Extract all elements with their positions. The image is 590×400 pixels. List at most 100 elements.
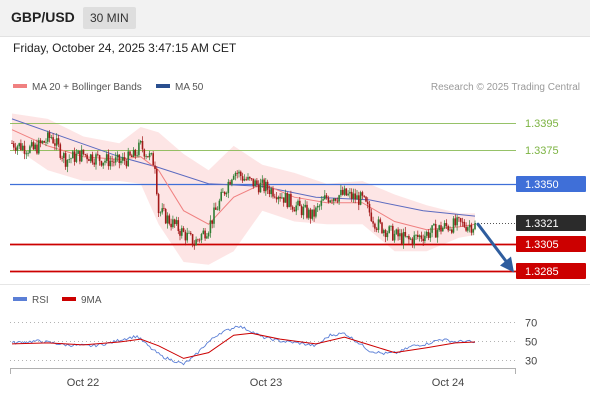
legend-swatch-ma50 xyxy=(156,84,170,88)
candle-body xyxy=(18,143,20,147)
candle-body xyxy=(50,137,53,138)
candle-body xyxy=(116,154,119,158)
candle-body xyxy=(14,147,17,151)
candle-body xyxy=(454,218,457,226)
rsi-line xyxy=(11,325,476,366)
candle-body xyxy=(397,229,399,237)
candle-body xyxy=(263,179,265,192)
candle-body xyxy=(177,220,180,231)
candle-body xyxy=(340,190,342,196)
candle-body xyxy=(23,145,26,154)
candle-body xyxy=(225,193,228,195)
candle-body xyxy=(32,142,35,150)
candle-body xyxy=(43,141,45,143)
rsi-tick-label: 50 xyxy=(525,337,537,349)
candle-body xyxy=(333,198,335,202)
candle-body xyxy=(79,150,81,162)
candle-body xyxy=(88,159,90,161)
candle-body xyxy=(161,208,163,213)
candle-body xyxy=(102,162,104,166)
candle-body xyxy=(404,232,407,237)
candle-body xyxy=(384,230,387,237)
candle-body xyxy=(386,232,389,238)
candle-body xyxy=(318,205,321,207)
candle-body xyxy=(193,245,196,247)
candle-body xyxy=(461,221,464,223)
candle-body xyxy=(442,227,444,232)
candle-body xyxy=(420,235,423,239)
forecast-arrow-shaft xyxy=(476,222,509,264)
candle-body xyxy=(472,229,474,233)
candle-body xyxy=(216,209,219,211)
candle-body xyxy=(175,220,178,225)
candle-body xyxy=(438,225,440,231)
candle-body xyxy=(256,180,258,185)
candle-body xyxy=(288,193,290,208)
candle-body xyxy=(111,160,113,162)
candle-body xyxy=(93,162,95,165)
candle-body xyxy=(234,172,237,176)
candle-body xyxy=(129,151,131,156)
candle-body xyxy=(77,150,79,154)
rsi-tick-label: 70 xyxy=(525,318,537,330)
candle-body xyxy=(127,151,129,167)
candle-body xyxy=(30,142,33,147)
candle-body xyxy=(291,206,294,210)
candle-body xyxy=(474,223,476,230)
candle-body xyxy=(470,225,473,233)
candle-body xyxy=(47,132,49,142)
legend-label-9ma: 9MA xyxy=(81,295,102,306)
candle-body xyxy=(211,220,213,224)
candle-body xyxy=(136,155,138,157)
candle-body xyxy=(243,178,246,181)
candle-body xyxy=(415,234,417,236)
candle-body xyxy=(198,239,201,241)
candle-body xyxy=(381,222,383,234)
candle-body xyxy=(418,235,421,237)
candle-body xyxy=(311,209,314,219)
candle-body xyxy=(270,188,272,195)
candle-body xyxy=(20,143,22,150)
candle-body xyxy=(168,215,171,224)
candle-body xyxy=(350,191,353,199)
candles-layer xyxy=(11,130,476,250)
candle-body xyxy=(400,233,403,244)
candle-body xyxy=(222,191,224,193)
candle-body xyxy=(170,223,172,228)
candle-body xyxy=(195,239,197,246)
candle-body xyxy=(231,179,233,185)
candle-body xyxy=(383,230,385,234)
candle-body xyxy=(159,212,162,214)
candle-body xyxy=(309,209,312,219)
forecast-arrow-layer xyxy=(476,222,514,273)
timeframe-button[interactable]: 30 MIN xyxy=(83,7,136,29)
candle-body xyxy=(48,132,51,138)
candle-body xyxy=(459,218,462,222)
candle-body xyxy=(306,204,308,218)
candle-body xyxy=(468,225,471,228)
candle-body xyxy=(164,209,167,224)
candle-body xyxy=(266,181,269,190)
candle-body xyxy=(257,184,260,193)
chart-header: GBP/USD 30 MIN xyxy=(0,0,590,37)
candle-body xyxy=(223,191,226,195)
candle-body xyxy=(275,197,278,200)
candle-body xyxy=(114,157,117,163)
candle-body xyxy=(143,149,146,157)
candle-body xyxy=(433,224,435,226)
candle-body xyxy=(456,217,458,226)
candle-body xyxy=(363,195,365,197)
candle-body xyxy=(445,223,448,226)
candle-body xyxy=(113,161,115,163)
candle-body xyxy=(366,201,369,204)
candle-body xyxy=(84,154,87,155)
candle-body xyxy=(274,196,276,198)
candle-body xyxy=(300,206,303,216)
candle-body xyxy=(232,176,235,180)
candle-body xyxy=(463,221,466,227)
symbol-label: GBP/USD xyxy=(11,9,75,25)
candle-body xyxy=(365,196,367,202)
candle-body xyxy=(25,153,28,155)
candle-body xyxy=(343,188,346,195)
bollinger-band xyxy=(12,113,475,265)
